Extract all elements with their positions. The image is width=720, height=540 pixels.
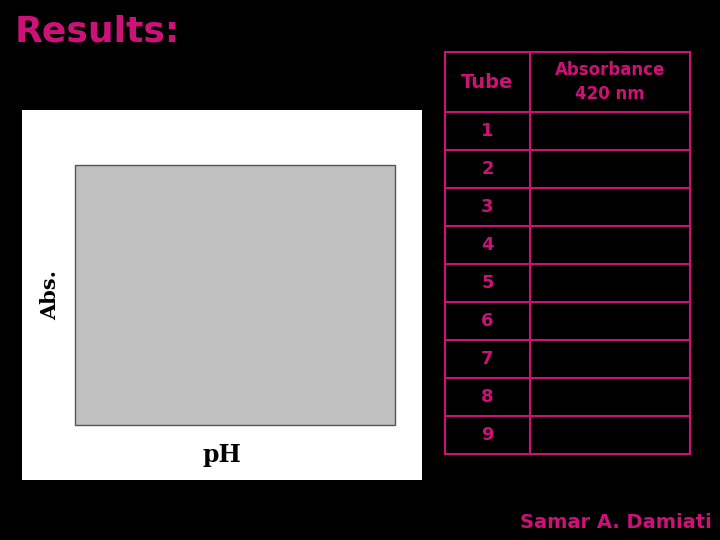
- Text: 3: 3: [481, 198, 494, 216]
- Text: 1: 1: [481, 122, 494, 140]
- Text: 4: 4: [481, 236, 494, 254]
- Text: 8: 8: [481, 388, 494, 406]
- Text: Abs.: Abs.: [40, 270, 60, 320]
- Text: 9: 9: [481, 426, 494, 444]
- Bar: [22, 110, 422, 480]
- Text: 5: 5: [481, 274, 494, 292]
- Bar: [75, 165, 395, 425]
- Bar: [445, 52, 690, 454]
- Text: 2: 2: [481, 160, 494, 178]
- Text: 6: 6: [481, 312, 494, 330]
- Text: Absorbance
420 nm: Absorbance 420 nm: [555, 61, 665, 103]
- Text: 7: 7: [481, 350, 494, 368]
- Text: pH: pH: [202, 443, 241, 467]
- Text: Tube: Tube: [462, 72, 513, 91]
- Text: Samar A. Damiati: Samar A. Damiati: [521, 513, 712, 532]
- Text: Results:: Results:: [15, 15, 180, 49]
